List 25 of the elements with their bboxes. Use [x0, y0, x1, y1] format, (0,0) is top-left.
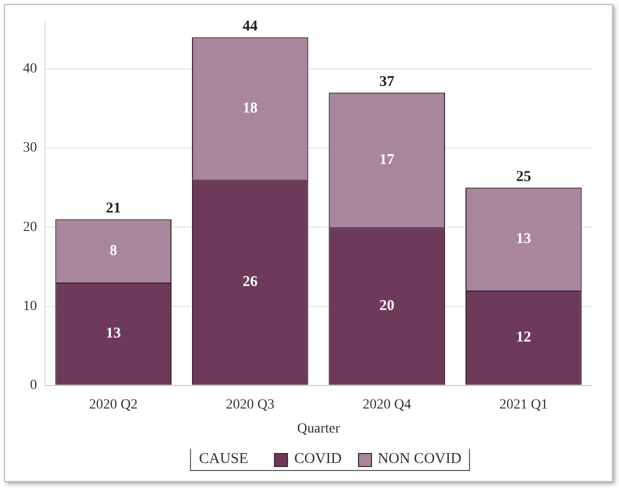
y-tick-label: 20 — [23, 220, 37, 235]
total-label: 37 — [379, 74, 395, 90]
data-label: 18 — [242, 100, 258, 116]
x-tick-label: 2020 Q2 — [89, 397, 138, 412]
legend-label: NON COVID — [378, 451, 462, 468]
data-label: 26 — [242, 274, 258, 290]
x-tick-label: 2020 Q3 — [226, 397, 274, 412]
y-tick-label: 10 — [23, 298, 37, 314]
legend-title: CAUSE — [199, 451, 248, 468]
x-axis-title: Quarter — [297, 421, 340, 436]
y-tick-label: 30 — [23, 140, 37, 156]
total-label: 21 — [106, 200, 121, 217]
data-label: 17 — [379, 152, 395, 168]
data-label: 20 — [379, 298, 394, 314]
data-label: 12 — [516, 330, 532, 346]
data-label: 13 — [516, 230, 532, 247]
total-label: 44 — [242, 18, 258, 35]
x-tick-label: 2021 Q1 — [499, 397, 548, 412]
y-tick-label: 0 — [30, 378, 37, 394]
data-label: 13 — [106, 326, 121, 342]
x-tick-label: 2020 Q4 — [362, 397, 412, 412]
legend-label: COVID — [294, 451, 342, 468]
data-label: 8 — [110, 242, 118, 259]
y-tick-label: 40 — [23, 62, 37, 77]
total-label: 25 — [516, 168, 532, 185]
